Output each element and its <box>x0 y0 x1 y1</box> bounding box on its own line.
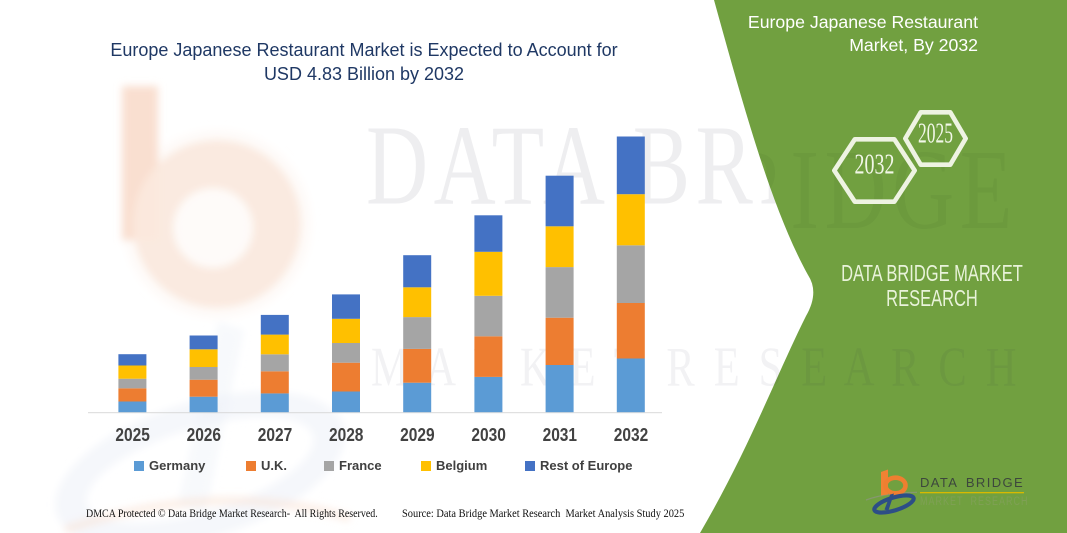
svg-text:2028: 2028 <box>329 423 364 445</box>
svg-text:DATA BRIDGE MARKET: DATA BRIDGE MARKET <box>841 261 1023 286</box>
svg-text:2032: 2032 <box>855 149 895 180</box>
svg-text:2030: 2030 <box>471 423 505 445</box>
svg-text:2025: 2025 <box>115 423 150 445</box>
svg-text:RESEARCH: RESEARCH <box>886 286 978 311</box>
svg-text:2029: 2029 <box>400 423 434 445</box>
svg-text:2025: 2025 <box>918 118 953 149</box>
svg-text:2032: 2032 <box>614 423 648 445</box>
svg-text:2027: 2027 <box>258 423 292 445</box>
svg-text:2026: 2026 <box>187 423 221 445</box>
svg-text:2031: 2031 <box>543 423 578 445</box>
